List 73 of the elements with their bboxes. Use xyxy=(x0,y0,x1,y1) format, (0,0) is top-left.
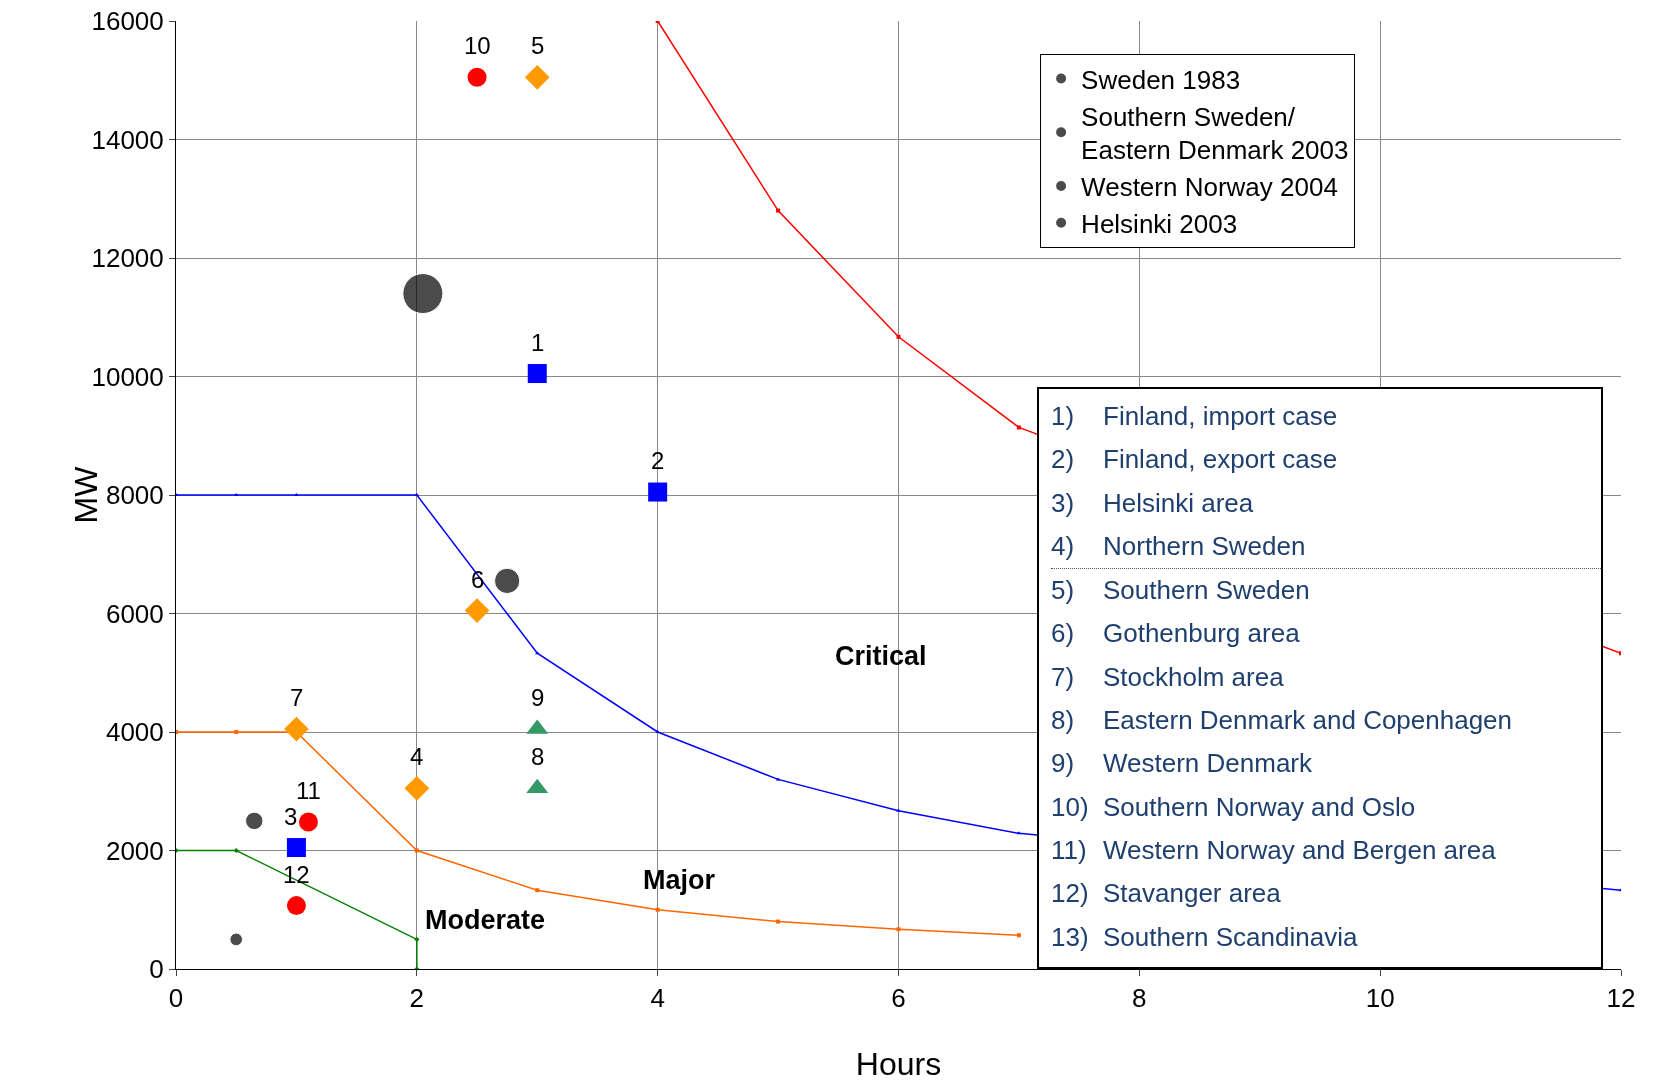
annotation: Moderate xyxy=(425,905,546,935)
point xyxy=(524,64,550,90)
annotation: 7) Stockholm area xyxy=(1051,660,1284,694)
y-axis-title: MW xyxy=(67,465,104,524)
annotation: 2 xyxy=(651,447,665,474)
point xyxy=(294,493,299,496)
annotation: 2) Finland, export case xyxy=(1051,443,1338,477)
legend-label: Helsinki 2003 xyxy=(1081,208,1238,239)
annotation: 11 xyxy=(296,777,321,804)
point xyxy=(414,936,420,942)
y-tick-label: 4000 xyxy=(105,717,164,748)
x-tick-label: 10 xyxy=(1365,983,1395,1014)
annotation: 9 xyxy=(531,684,545,711)
point xyxy=(776,919,781,924)
point xyxy=(286,838,306,858)
annotation: 5 xyxy=(531,32,545,59)
annotation: Critical xyxy=(835,641,927,671)
annotation: 11) Western Norway and Bergen area xyxy=(1051,833,1496,867)
annotation: 8) Eastern Denmark and Copenhagen xyxy=(1051,704,1513,738)
point xyxy=(655,730,660,733)
point xyxy=(284,716,309,742)
annotation: 4 xyxy=(410,743,424,770)
point xyxy=(648,482,668,502)
point xyxy=(1016,425,1021,430)
x-tick-label: 6 xyxy=(891,983,906,1014)
annotation: 7 xyxy=(290,684,304,711)
y-tick-label: 16000 xyxy=(91,6,164,37)
annotation: 9) Western Denmark xyxy=(1051,747,1313,781)
annotation: 1) Finland, import case xyxy=(1051,400,1338,433)
annotation: 10) Southern Norway and Oslo xyxy=(1051,790,1416,824)
x-tick-label: 2 xyxy=(409,983,425,1014)
x-tick-label: 12 xyxy=(1606,983,1636,1014)
point xyxy=(535,888,540,893)
y-tick-label: 0 xyxy=(149,954,164,985)
annotation: 12) Stavanger area xyxy=(1051,877,1281,911)
y-tick-label: 8000 xyxy=(105,480,164,511)
x-axis-title: Hours xyxy=(855,1046,942,1082)
annotation: 13) Southern Scandinavia xyxy=(1051,920,1358,954)
point xyxy=(464,598,490,623)
point xyxy=(467,67,487,87)
point xyxy=(234,730,239,734)
point xyxy=(896,927,901,932)
annotation: 3 xyxy=(284,803,298,830)
point xyxy=(286,896,306,916)
point xyxy=(1016,933,1021,938)
point xyxy=(527,364,547,384)
point xyxy=(655,907,660,912)
legend-label: Sweden 1983 xyxy=(1081,64,1241,95)
annotation: 5) Southern Sweden xyxy=(1051,574,1310,608)
point xyxy=(233,847,239,854)
legend-label: Western Norway 2004 xyxy=(1081,172,1338,203)
y-tick-label: 10000 xyxy=(91,361,164,392)
annotation: 1 xyxy=(531,329,545,356)
point xyxy=(414,848,419,853)
y-tick-label: 2000 xyxy=(105,835,164,866)
annotation: 3) Helsinki area xyxy=(1051,486,1254,520)
point xyxy=(776,208,781,213)
y-tick-label: 14000 xyxy=(91,124,164,155)
y-tick-label: 12000 xyxy=(91,243,164,274)
annotation: 4) Northern Sweden xyxy=(1051,529,1306,563)
point xyxy=(896,808,901,812)
x-tick-label: 0 xyxy=(168,983,184,1014)
annotation: Major xyxy=(643,865,716,895)
legend-label: Southern Sweden/ Eastern Denmark 2003 xyxy=(1081,101,1349,166)
annotation: 10 xyxy=(464,32,491,59)
point xyxy=(404,775,430,801)
x-tick-label: 4 xyxy=(650,983,665,1014)
annotation: 8 xyxy=(531,743,545,770)
point xyxy=(298,812,318,832)
y-tick-label: 6000 xyxy=(105,598,164,629)
x-tick-label: 8 xyxy=(1132,983,1147,1014)
point xyxy=(896,334,901,339)
annotation: 6) Gothenburg area xyxy=(1051,617,1300,651)
